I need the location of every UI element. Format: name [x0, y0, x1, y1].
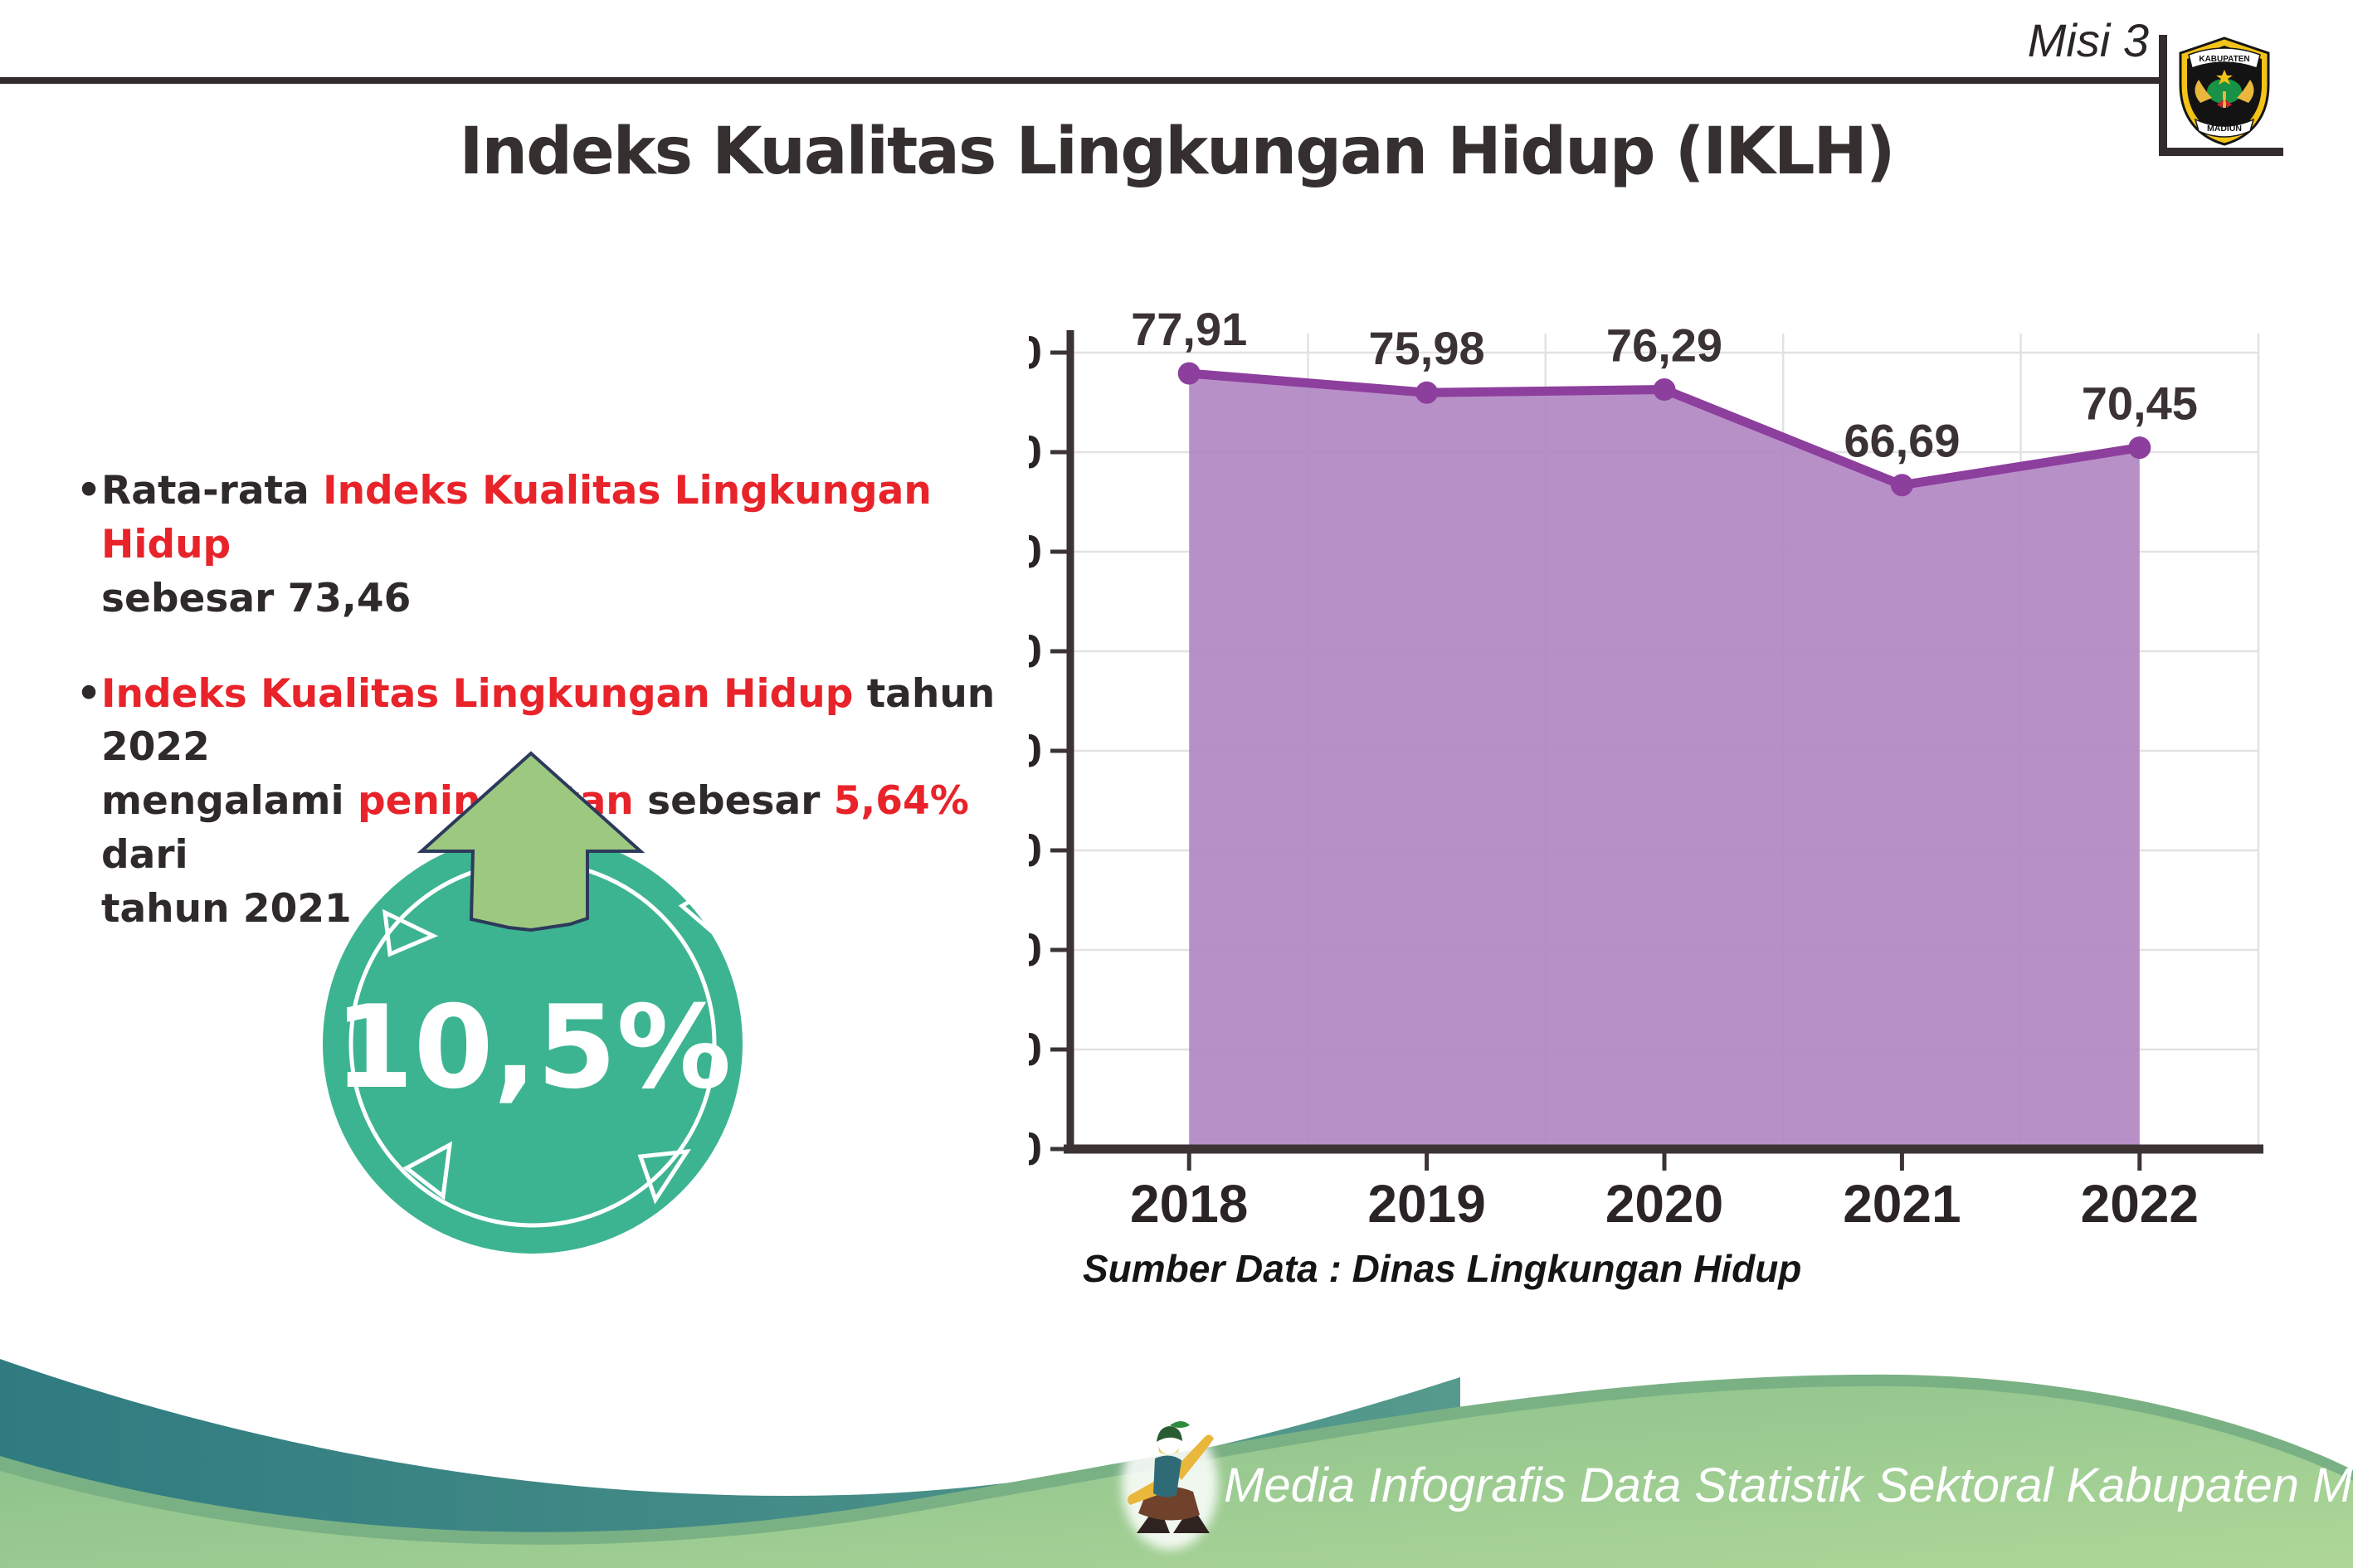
x-tick-label: 2019 [1367, 1174, 1485, 1234]
logo-bottom-ribbon [2194, 118, 2255, 138]
logo-frame-vertical [2159, 35, 2167, 156]
chart-source-caption: Sumber Data : Dinas Lingkungan Hidup [1083, 1247, 1801, 1290]
logo-top-banner [2188, 47, 2261, 69]
logo-star [2216, 70, 2233, 85]
data-point-marker [1890, 474, 1913, 497]
data-points: 77,91 75,98 76,29 66,69 70,45 [1131, 303, 2198, 497]
data-point-marker [1653, 378, 1676, 402]
logo-left-wing [2195, 80, 2212, 103]
y-tick-label: 60 [1029, 525, 1042, 577]
data-point-marker [2128, 436, 2151, 460]
bullet-average-highlight: Indeks Kualitas Lingkungan Hidup [101, 468, 932, 567]
y-tick-label: 0 [1029, 1122, 1042, 1175]
bullet-increase-percent: 5,64% [833, 778, 969, 825]
logo-red-accent-right [2225, 100, 2232, 108]
header-rule [0, 77, 2161, 84]
x-tick-label: 2020 [1605, 1174, 1723, 1234]
footer-credit: Media Infografis Data Statistik Sektoral… [1224, 1458, 2353, 1512]
badge-spark-lower-left [402, 1141, 453, 1200]
logo-trunk [2223, 91, 2226, 108]
data-point-label: 66,69 [1844, 415, 1960, 467]
data-point-label: 76,29 [1606, 319, 1722, 372]
bullet-average-value: sebesar 73,46 [101, 575, 412, 621]
bullet-average: Rata-rata Indeks Kualitas Lingkungan Hid… [76, 465, 1006, 626]
data-point-marker [1177, 362, 1201, 385]
badge-spark-upper-right [678, 879, 724, 941]
logo-bottom-text: MADIUN [2207, 124, 2242, 134]
badge-spark-lower-right [637, 1148, 691, 1205]
data-point-label: 77,91 [1131, 303, 1247, 355]
x-tick-label: 2022 [2081, 1174, 2199, 1234]
key-findings: Rata-rata Indeks Kualitas Lingkungan Hid… [76, 465, 1006, 978]
mascot-icon [1122, 1420, 1218, 1550]
badge-percent-value: 10,5% [334, 981, 732, 1114]
arrow-up-icon [417, 751, 645, 933]
area-fill [1189, 373, 2140, 1149]
badge-spark-upper-left [382, 908, 439, 957]
y-tick-label: 20 [1029, 923, 1042, 976]
kabupaten-madiun-logo: KABUPATEN MADIUN [2179, 37, 2270, 146]
page-title: Indeks Kualitas Lingkungan Hidup (IKLH) [459, 114, 1896, 189]
bullet-average-text: Rata-rata [101, 468, 324, 514]
bullet-increase-highlight: Indeks Kualitas Lingkungan Hidup [101, 670, 854, 717]
y-tick-label: 80 [1029, 326, 1042, 378]
x-tick-label: 2021 [1843, 1174, 1961, 1234]
misi-label: Misi 3 [2027, 14, 2149, 66]
logo-red-accent-left [2217, 100, 2224, 108]
axis-ticks: 0 10 20 30 40 50 60 70 80 2018 2019 2020 2021 2022 [1029, 326, 2199, 1234]
data-point-marker [1415, 381, 1439, 404]
logo-top-text: KABUPATEN [2199, 55, 2249, 64]
data-point-label: 75,98 [1369, 322, 1485, 374]
footer-wave: Media Infografis Data Statistik Sektoral… [0, 1359, 2353, 1568]
y-tick-label: 10 [1029, 1023, 1042, 1075]
y-tick-label: 70 [1029, 426, 1042, 478]
increase-badge: 10,5% [323, 751, 743, 1254]
y-tick-label: 30 [1029, 824, 1042, 876]
y-tick-label: 40 [1029, 724, 1042, 777]
y-tick-label: 50 [1029, 625, 1042, 677]
iklh-area-chart: 0 10 20 30 40 50 60 70 80 2018 2019 2020 2021 2022 77,… [1029, 303, 2263, 1290]
logo-right-wing [2237, 80, 2254, 103]
logo-frame-horizontal [2159, 148, 2283, 156]
x-tick-label: 2018 [1130, 1174, 1248, 1234]
data-point-label: 70,45 [2082, 377, 2198, 430]
